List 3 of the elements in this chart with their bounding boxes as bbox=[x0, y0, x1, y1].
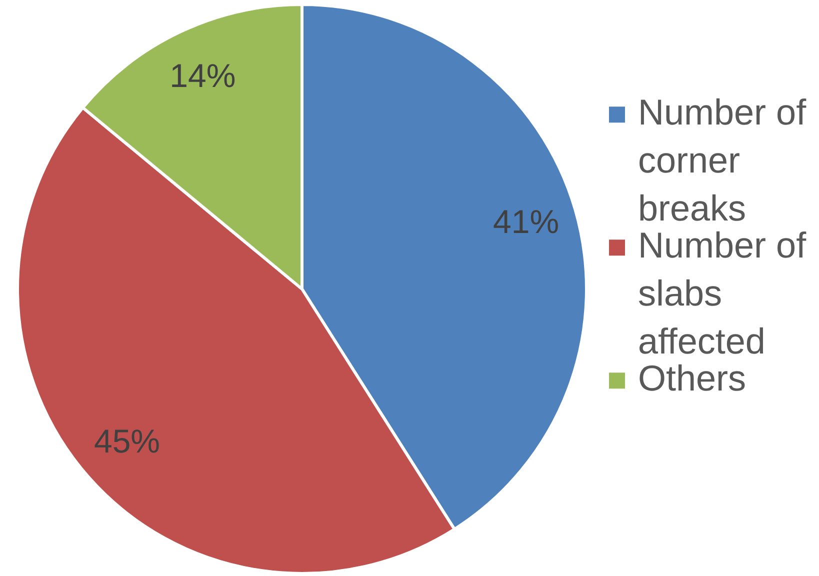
data-label: 45% bbox=[94, 422, 160, 460]
data-label: 14% bbox=[170, 57, 236, 94]
data-label: 41% bbox=[492, 203, 560, 240]
